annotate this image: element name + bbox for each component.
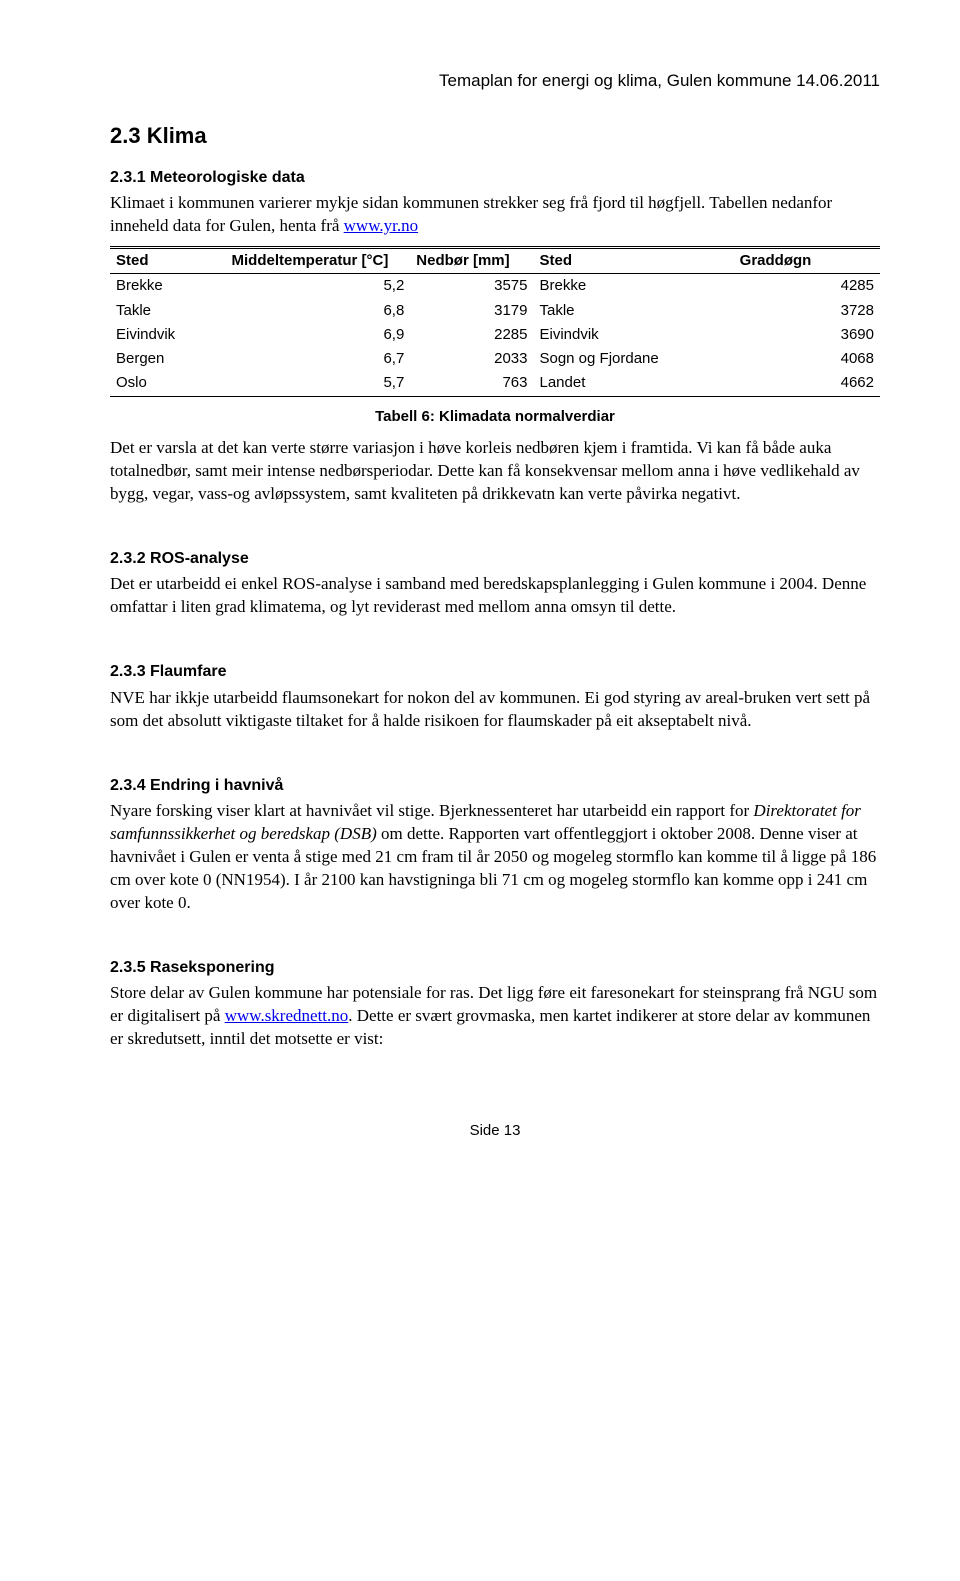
para-231: Det er varsla at det kan verte større va… [110,437,880,506]
link-yrno[interactable]: www.yr.no [344,216,418,235]
table-cell: 5,7 [226,371,411,396]
intro-231-text: Klimaet i kommunen varierer mykje sidan … [110,193,832,235]
heading-235: 2.3.5 Raseksponering [110,957,880,979]
section-235: 2.3.5 Raseksponering Store delar av Gule… [110,957,880,1051]
page-footer: Side 13 [110,1121,880,1141]
table-cell: Landet [533,371,733,396]
section-234: 2.3.4 Endring i havnivå Nyare forsking v… [110,775,880,915]
klimadata-table: Sted Middeltemperatur [°C] Nedbør [mm] S… [110,246,880,397]
th-sted1: Sted [110,248,226,274]
heading-233: 2.3.3 Flaumfare [110,661,880,683]
heading-klima: 2.3 Klima [110,121,880,151]
table-cell: Sogn og Fjordane [533,347,733,371]
th-sted2: Sted [533,248,733,274]
table-cell: 3690 [734,323,880,347]
para-234-pre: Nyare forsking viser klart at havnivået … [110,801,753,820]
th-graddogn: Graddøgn [734,248,880,274]
table-cell: Brekke [533,274,733,299]
table-row: Eivindvik6,92285Eivindvik3690 [110,323,880,347]
th-nedbor: Nedbør [mm] [410,248,533,274]
para-232: Det er utarbeidd ei enkel ROS-analyse i … [110,573,880,619]
table-cell: Oslo [110,371,226,396]
section-233: 2.3.3 Flaumfare NVE har ikkje utarbeidd … [110,661,880,732]
table-cell: 6,8 [226,299,411,323]
table-caption: Tabell 6: Klimadata normalverdiar [110,407,880,427]
table-header-row: Sted Middeltemperatur [°C] Nedbør [mm] S… [110,248,880,274]
table-cell: 763 [410,371,533,396]
heading-232: 2.3.2 ROS-analyse [110,548,880,570]
table-cell: 2285 [410,323,533,347]
table-cell: 6,7 [226,347,411,371]
table-row: Brekke5,23575Brekke4285 [110,274,880,299]
table-cell: 2033 [410,347,533,371]
table-body: Brekke5,23575Brekke4285Takle6,83179Takle… [110,274,880,396]
table-cell: Takle [533,299,733,323]
table-cell: 4662 [734,371,880,396]
para-235: Store delar av Gulen kommune har potensi… [110,982,880,1051]
section-232: 2.3.2 ROS-analyse Det er utarbeidd ei en… [110,548,880,619]
table-cell: Takle [110,299,226,323]
table-cell: Brekke [110,274,226,299]
table-cell: 4068 [734,347,880,371]
heading-231: 2.3.1 Meteorologiske data [110,167,880,189]
link-skrednett[interactable]: www.skrednett.no [225,1006,349,1025]
para-234: Nyare forsking viser klart at havnivået … [110,800,880,915]
para-233: NVE har ikkje utarbeidd flaumsonekart fo… [110,687,880,733]
section-231: 2.3.1 Meteorologiske data Klimaet i komm… [110,167,880,506]
table-cell: Eivindvik [533,323,733,347]
table-cell: 3728 [734,299,880,323]
table-row: Oslo5,7763Landet4662 [110,371,880,396]
intro-231: Klimaet i kommunen varierer mykje sidan … [110,192,880,238]
page-header: Temaplan for energi og klima, Gulen komm… [110,70,880,93]
table-row: Takle6,83179Takle3728 [110,299,880,323]
heading-234: 2.3.4 Endring i havnivå [110,775,880,797]
table-cell: Eivindvik [110,323,226,347]
table-cell: 4285 [734,274,880,299]
table-cell: 3575 [410,274,533,299]
table-cell: 6,9 [226,323,411,347]
table-cell: 5,2 [226,274,411,299]
th-temp: Middeltemperatur [°C] [226,248,411,274]
table-row: Bergen6,72033Sogn og Fjordane4068 [110,347,880,371]
table-cell: Bergen [110,347,226,371]
table-cell: 3179 [410,299,533,323]
